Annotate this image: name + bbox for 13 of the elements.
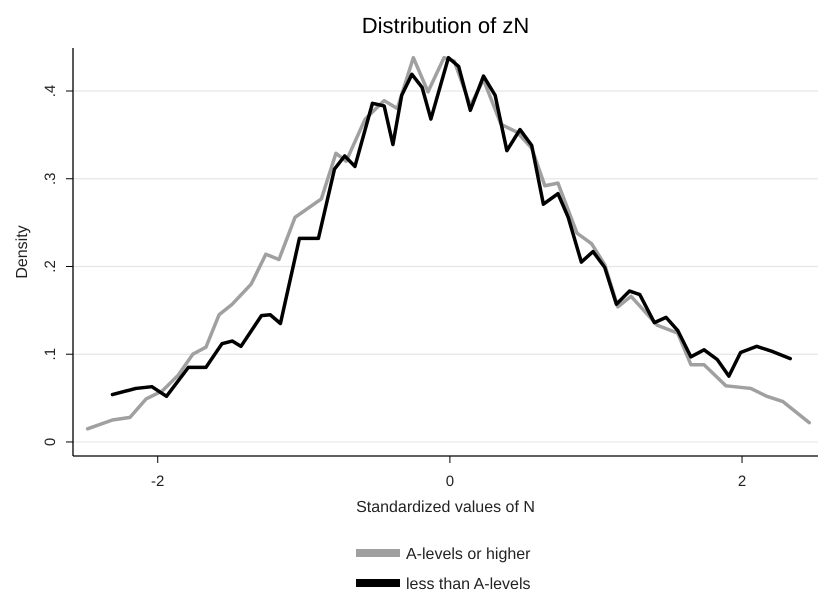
x-tick-label: -2 xyxy=(151,473,164,490)
y-tick-label: .1 xyxy=(42,348,59,360)
y-tick-label: .4 xyxy=(42,84,59,98)
legend-label: A-levels or higher xyxy=(406,546,532,563)
y-tick-label: 0 xyxy=(42,438,59,446)
y-axis-title: Density xyxy=(14,225,31,279)
y-tick-label: .3 xyxy=(42,172,59,185)
x-tick-label: 0 xyxy=(446,473,454,490)
x-axis-title: Standardized values of N xyxy=(356,499,535,516)
x-tick-label: 2 xyxy=(738,473,746,490)
y-tick-label: .2 xyxy=(42,260,59,273)
chart-title: Distribution of zN xyxy=(362,13,530,38)
legend-label: less than A-levels xyxy=(406,576,531,593)
